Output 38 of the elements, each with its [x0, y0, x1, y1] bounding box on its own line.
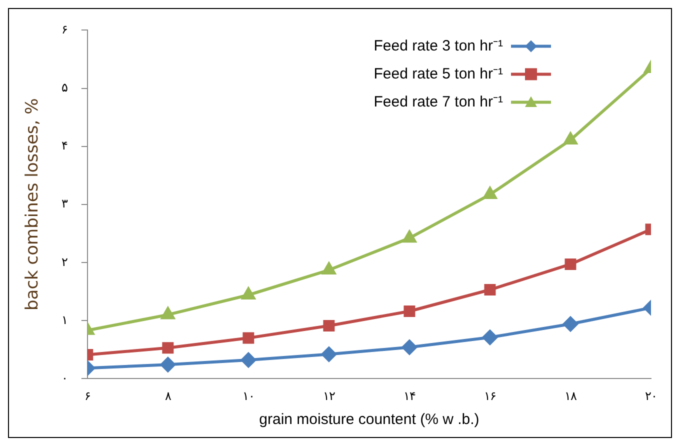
point	[564, 258, 576, 270]
point	[483, 187, 497, 200]
point	[404, 306, 416, 317]
x-tick-label: ۱۸	[564, 389, 578, 404]
point	[242, 287, 256, 300]
y-tick-label: ۲	[61, 254, 68, 269]
point	[323, 320, 335, 332]
point	[161, 307, 175, 320]
point	[402, 340, 417, 355]
point	[562, 316, 578, 332]
x-tick-label: ۱۶	[484, 389, 496, 404]
point	[402, 230, 416, 243]
y-tick-label: ۶	[61, 22, 68, 37]
legend-label: Feed rate 3 ton hr⁻¹	[374, 37, 504, 54]
point	[242, 332, 254, 344]
y-tick-label: ۵	[61, 80, 68, 95]
y-tick-label: ۰	[61, 370, 68, 385]
x-tick-label: ۱۴	[403, 389, 416, 404]
x-axis-title: grain moisture countent (% w .b.)	[259, 411, 480, 428]
point	[482, 330, 498, 345]
legend-label: Feed rate 7 ton hr⁻¹	[374, 93, 504, 110]
x-tick-label: ۲۰	[645, 389, 657, 404]
x-tick-label: ۶	[84, 389, 90, 404]
point	[484, 284, 496, 296]
y-tick-label: ۱	[61, 312, 68, 327]
x-tick-label: ۸	[164, 389, 172, 404]
legend-label: Feed rate 5 ton hr⁻¹	[374, 65, 504, 82]
y-tick-label: ۴	[61, 138, 68, 153]
x-tick-label: ۱۰	[242, 389, 254, 404]
point	[162, 342, 174, 354]
y-axis-title: back combines losses, %	[22, 98, 43, 311]
point	[240, 352, 256, 368]
x-tick-label: ۱۲	[322, 389, 335, 404]
point	[564, 132, 578, 144]
point	[321, 346, 336, 362]
point	[322, 262, 336, 275]
point	[160, 357, 176, 372]
y-tick-label: ۳	[61, 196, 68, 211]
